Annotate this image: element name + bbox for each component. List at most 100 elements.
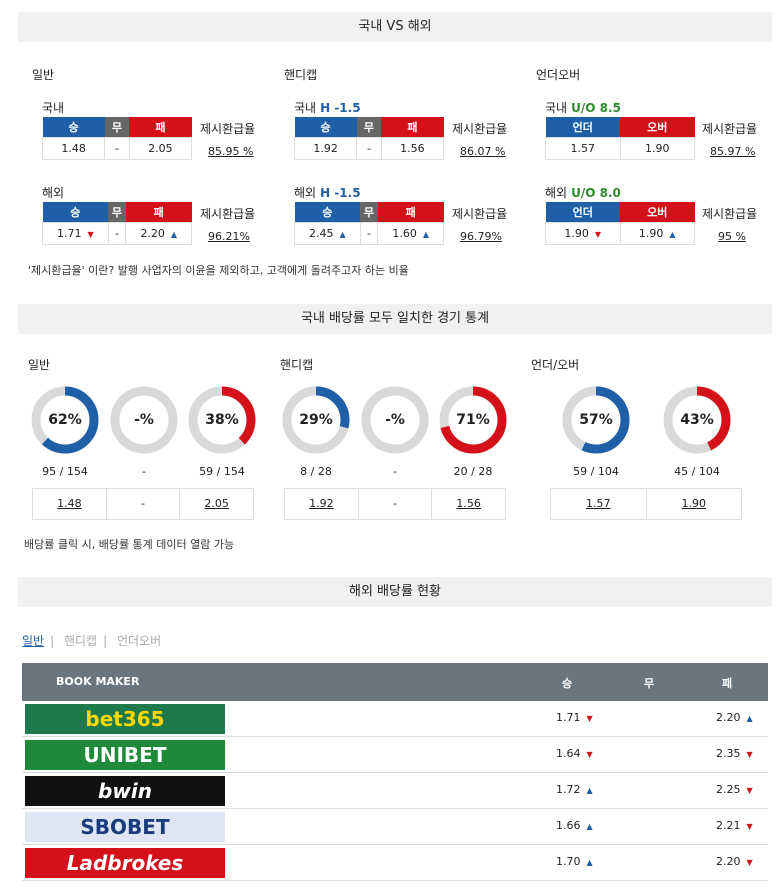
odds-over-cell[interactable]: 1.90 ▲ xyxy=(619,221,695,245)
bookmaker-odds-lose-text: 2.21 xyxy=(716,819,741,832)
ou-line: U/O 8.5 xyxy=(571,101,621,115)
bookmaker-odds-win[interactable]: 1.64 ▼ xyxy=(556,747,593,760)
section-title-stats: 국내 배당률 모두 일치한 경기 통계 xyxy=(18,304,772,334)
odds-under-cell[interactable]: 1.90 ▼ xyxy=(545,221,621,245)
under-header: 언더 xyxy=(545,202,620,222)
odds-over[interactable]: 1.90 xyxy=(619,136,695,160)
refund-label: 제시환급율 xyxy=(200,207,256,221)
domestic-text: 국내 xyxy=(545,101,568,115)
stats-title-ou: 언더/오버 xyxy=(531,358,580,372)
stat-odds-handicap: 1.92 - 1.56 xyxy=(284,488,506,520)
odds-under[interactable]: 1.57 xyxy=(545,136,621,160)
refund-label: 제시환급율 xyxy=(452,122,508,136)
stat-odds-win[interactable]: 1.92 xyxy=(309,497,334,510)
arrow-down-icon: ▼ xyxy=(594,229,602,239)
col-title-ou: 언더오버 xyxy=(536,68,581,82)
bookmaker-odds-win[interactable]: 1.70 ▲ xyxy=(556,855,593,868)
stat-odds-lose[interactable]: 2.05 xyxy=(179,489,253,519)
donut-chart xyxy=(439,386,507,454)
bookmaker-odds-win-text: 1.71 xyxy=(556,711,581,724)
handicap-domestic-label: 국내 H -1.5 xyxy=(294,99,361,116)
donut-count: 8 / 28 xyxy=(300,465,332,478)
bookmaker-odds-win[interactable]: 1.66 ▲ xyxy=(556,819,593,832)
domestic-text: 국내 xyxy=(294,101,317,115)
odds-lose-cell[interactable]: 2.20 ▲ xyxy=(125,221,192,245)
bookmaker-odds-win[interactable]: 1.72 ▲ xyxy=(556,783,593,796)
refund-value: 96.21% xyxy=(208,230,250,243)
win-col-header: 승 xyxy=(562,677,573,690)
refund-note: '제시환급율' 이란? 발행 사업자의 이윤을 제외하고, 고객에게 돌려주고자… xyxy=(28,264,409,277)
win-header: 승 xyxy=(294,202,361,222)
bookmaker-odds-win-text: 1.70 xyxy=(556,855,581,868)
bookmaker-odds-lose[interactable]: 2.20 ▼ xyxy=(716,855,753,868)
lose-header: 패 xyxy=(381,117,444,137)
stat-odds-over[interactable]: 1.90 xyxy=(645,489,742,519)
donut-percent: -% xyxy=(134,412,154,428)
section-title-overseas-odds: 해외 배당률 현황 xyxy=(18,577,772,607)
tab-general[interactable]: 일반 xyxy=(22,634,45,648)
bookmaker-odds-lose-text: 2.35 xyxy=(716,747,741,760)
tab-handicap[interactable]: 핸디캡 xyxy=(63,634,98,648)
arrow-up-icon: ▲ xyxy=(339,229,346,239)
section-title-domestic-vs-overseas: 국내 VS 해외 xyxy=(18,12,772,42)
general-overseas-label: 해외 xyxy=(42,186,65,200)
stat-odds-under[interactable]: 1.57 xyxy=(586,497,611,510)
refund-label: 제시환급율 xyxy=(702,122,758,136)
bookmaker-odds-lose[interactable]: 2.21 ▼ xyxy=(716,819,753,832)
bookmaker-odds-lose-text: 2.25 xyxy=(716,783,741,796)
odds-lose-cell[interactable]: 1.60 ▲ xyxy=(377,221,444,245)
overseas-text: 해외 xyxy=(545,186,568,200)
donut-count: - xyxy=(142,465,146,478)
donut-track xyxy=(361,386,429,454)
odds-win-cell[interactable]: 2.45 ▲ xyxy=(294,221,361,245)
bookmaker-logo: bet365 xyxy=(25,704,225,734)
refund-value: 86.07 % xyxy=(460,145,506,158)
stat-odds-lose[interactable]: 1.56 xyxy=(431,489,505,519)
bookmaker-logo: SBOBET xyxy=(25,812,225,842)
odds-win-cell[interactable]: 1.71 ▼ xyxy=(42,221,109,245)
odds-over: 1.90 xyxy=(638,226,664,240)
odds-draw: - xyxy=(107,221,127,245)
arrow-down-icon: ▼ xyxy=(746,750,753,759)
stat-odds-draw: - xyxy=(105,489,180,519)
win-header: 승 xyxy=(294,117,357,137)
bookmaker-odds-win-text: 1.72 xyxy=(556,783,581,796)
donut-percent: 57% xyxy=(579,412,613,428)
bookmaker-odds-lose[interactable]: 2.35 ▼ xyxy=(716,747,753,760)
stat-odds-win[interactable]: 1.48 xyxy=(57,497,82,510)
bookmaker-table-header: BOOK MAKER 승 무 패 xyxy=(22,663,768,701)
stat-odds-draw: - xyxy=(357,489,432,519)
donut-percent: 62% xyxy=(48,412,82,428)
donut-chart xyxy=(31,386,99,454)
bookmaker-row: Ladbrokes 1.70 ▲ 2.20 ▼ xyxy=(22,845,768,881)
odds-win[interactable]: 1.48 xyxy=(41,136,106,160)
arrow-up-icon: ▲ xyxy=(586,786,593,795)
odds-lose[interactable]: 1.56 xyxy=(380,136,445,160)
handicap-line: H -1.5 xyxy=(320,186,361,200)
handicap-overseas-label: 해외 H -1.5 xyxy=(294,184,361,201)
odds-win[interactable]: 1.92 xyxy=(293,136,358,160)
donut-arc xyxy=(282,386,350,454)
donut-chart xyxy=(282,386,350,454)
bookmaker-col-header: BOOK MAKER xyxy=(56,675,140,688)
over-header: 오버 xyxy=(620,202,695,222)
draw-header: 무 xyxy=(356,117,382,137)
donut-percent: 71% xyxy=(456,412,490,428)
bookmaker-row: bwin 1.72 ▲ 2.25 ▼ xyxy=(22,773,768,809)
bookmaker-odds-lose[interactable]: 2.20 ▲ xyxy=(716,711,753,724)
odds-lose[interactable]: 2.05 xyxy=(128,136,193,160)
stat-odds-ou: 1.57 1.90 xyxy=(550,488,742,520)
tab-sep: | xyxy=(103,634,108,648)
donut-percent: 43% xyxy=(680,412,714,428)
tab-ou[interactable]: 언더오버 xyxy=(116,634,162,648)
donut-chart xyxy=(663,386,731,454)
bookmaker-row: UNIBET 1.64 ▼ 2.35 ▼ xyxy=(22,737,768,773)
bookmaker-odds-lose[interactable]: 2.25 ▼ xyxy=(716,783,753,796)
refund-label: 제시환급율 xyxy=(200,122,256,136)
ou-domestic-label: 국내 U/O 8.5 xyxy=(545,99,621,116)
refund-value: 85.95 % xyxy=(208,145,254,158)
bookmaker-odds-lose-text: 2.20 xyxy=(716,855,741,868)
arrow-up-icon: ▲ xyxy=(669,229,676,239)
bookmaker-odds-win[interactable]: 1.71 ▼ xyxy=(556,711,593,724)
